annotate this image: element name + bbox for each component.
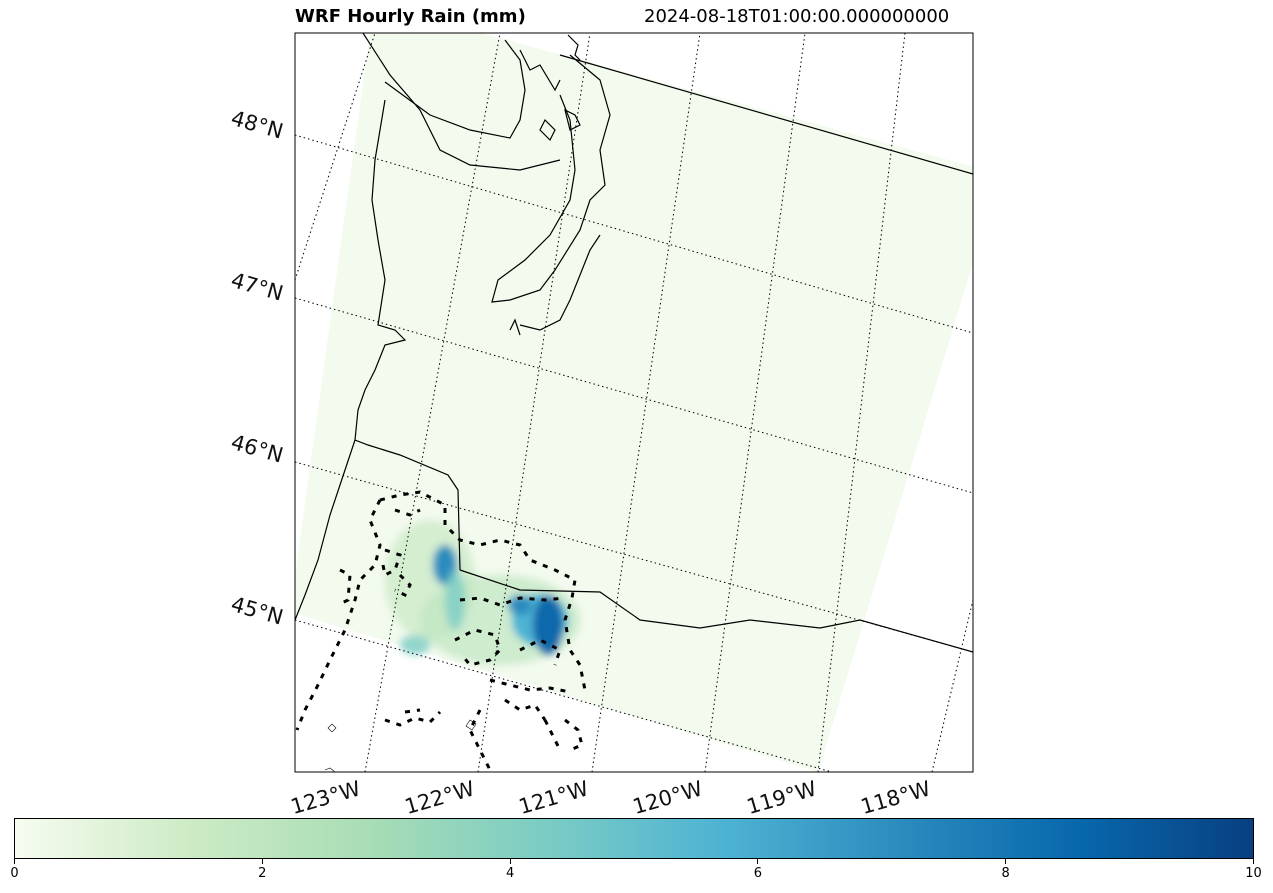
map-frame bbox=[294, 32, 974, 773]
colorbar-tick-label: 10 bbox=[1245, 866, 1262, 881]
colorbar-tick bbox=[1005, 859, 1007, 864]
colorbar-tick bbox=[1253, 859, 1254, 864]
colorbar-tick-label: 8 bbox=[1001, 866, 1010, 881]
colorbar-tick bbox=[14, 859, 15, 864]
colorbar-tick bbox=[757, 859, 759, 864]
wrf-domain bbox=[295, 33, 973, 772]
coastlines bbox=[295, 33, 973, 653]
colorbar-tick bbox=[261, 859, 263, 864]
contour-lines bbox=[295, 490, 587, 771]
colorbar bbox=[14, 818, 1254, 859]
map-timestamp: 2024-08-18T01:00:00.000000000 bbox=[644, 6, 950, 27]
colorbar-tick-label: 4 bbox=[505, 866, 515, 881]
colorbar-tick-label: 2 bbox=[258, 866, 267, 881]
contour-lines-thin bbox=[324, 719, 477, 772]
colorbar-tick bbox=[509, 859, 511, 864]
colorbar-tick-label: 6 bbox=[753, 866, 763, 881]
colorbar-tick-label: 0 bbox=[10, 866, 19, 881]
map-title: WRF Hourly Rain (mm) bbox=[295, 6, 526, 27]
precip-field bbox=[385, 520, 580, 665]
